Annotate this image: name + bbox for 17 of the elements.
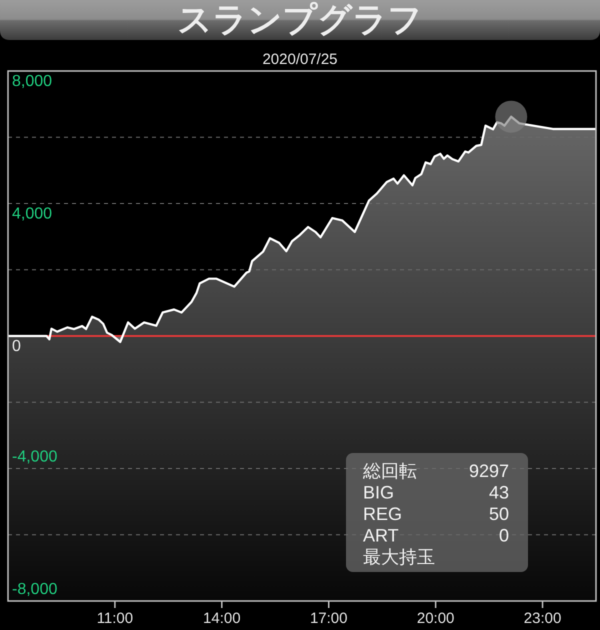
text: BIG 43 (363, 482, 509, 502)
annotation: 最大持玉 (363, 547, 435, 567)
y-tick-label: -8,000 (12, 581, 58, 598)
x-tick-label: 14:00 (203, 610, 241, 627)
text: REG 50 (363, 504, 509, 524)
x-tick-label: 20:00 (416, 610, 454, 627)
x-tick-label: 17:00 (310, 610, 348, 627)
text: ART 0 (363, 526, 509, 546)
y-tick-label: -4,000 (12, 448, 58, 466)
x-tick-label: 23:00 (524, 610, 562, 627)
y-tick-label: 4,000 (12, 206, 52, 222)
text: 総回転 9297 (363, 461, 509, 481)
x-tick-label: 11:00 (96, 610, 134, 627)
chart-title: スランプグラフ (178, 1, 422, 39)
chart-subtitle: 2020/07/25 (262, 51, 338, 68)
y-tick-label: 8,000 (12, 73, 52, 90)
y-tick-label: 0 (12, 338, 21, 355)
